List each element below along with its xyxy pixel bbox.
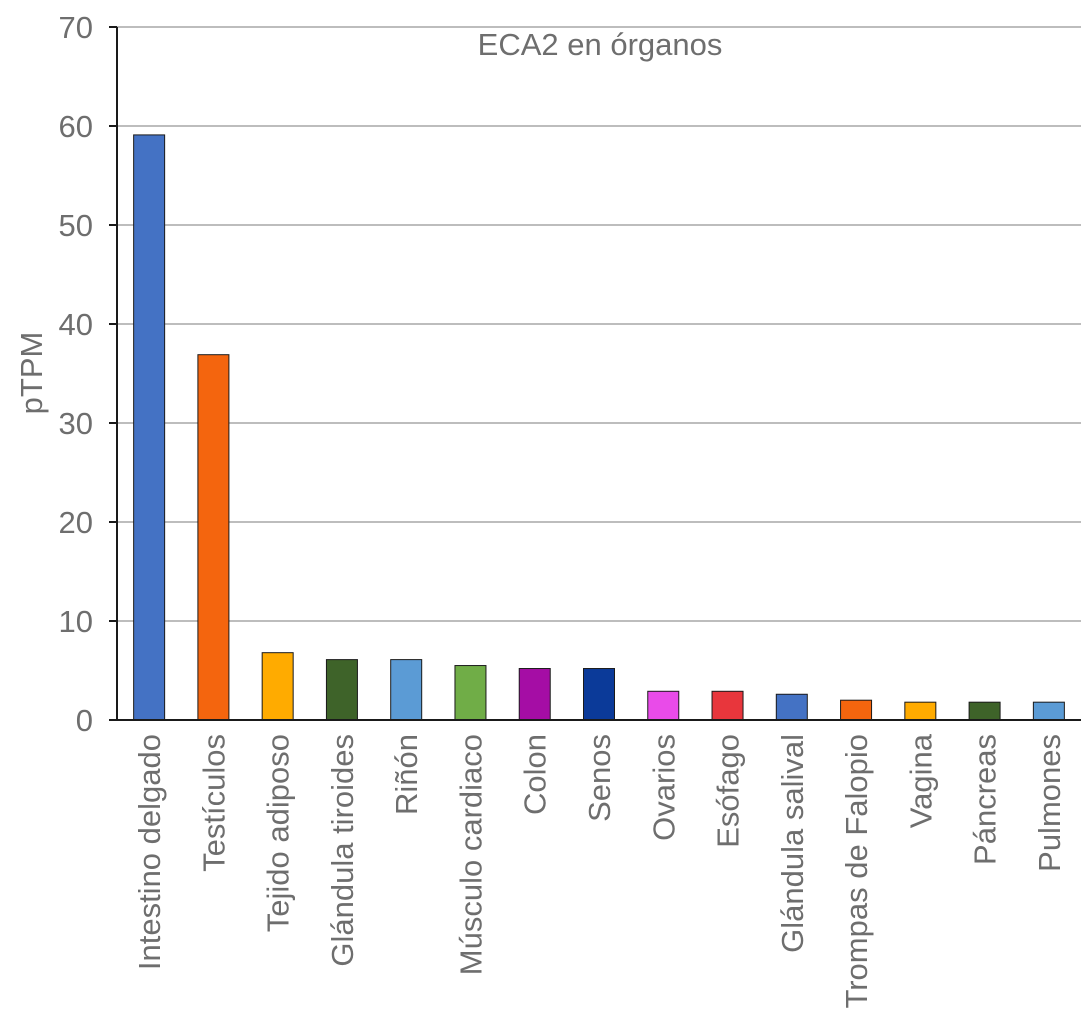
grid-lines [117, 26, 1081, 622]
bar [518, 668, 551, 721]
bars [133, 134, 1065, 721]
y-tick-labels: 0 10 20 30 40 50 60 70 [59, 10, 117, 738]
bar [390, 659, 423, 721]
x-category-label: Colon [518, 734, 553, 815]
x-category-label: Senos [582, 734, 617, 822]
y-tick-label: 10 [59, 604, 93, 639]
y-tick-label: 50 [59, 208, 93, 243]
bar [454, 665, 487, 721]
bar [325, 659, 358, 721]
x-category-label: Pulmones [1032, 734, 1067, 872]
x-category-label: Glándula salival [775, 734, 810, 953]
bar [711, 690, 744, 721]
y-tick-label: 0 [76, 703, 93, 738]
bar [775, 693, 808, 721]
x-category-label: Tejido adiposo [261, 734, 296, 932]
bar [1032, 701, 1065, 721]
y-tick-label: 20 [59, 505, 93, 540]
x-category-label: Ovarios [646, 734, 681, 841]
bar [904, 701, 937, 721]
x-category-label: Trompas de Falopio [839, 734, 874, 1009]
x-category-label: Testículos [196, 734, 231, 872]
x-category-label: Esófago [711, 734, 746, 848]
x-category-labels: Intestino delgado Testículos Tejido adipos… [132, 733, 1067, 1008]
bar [133, 134, 166, 721]
chart-title: ECA2 en órganos [478, 27, 723, 62]
axes [116, 27, 1081, 721]
bar [647, 690, 680, 721]
y-axis-title: pTPM [14, 332, 49, 415]
x-category-label: Vagina [903, 733, 938, 828]
bar [968, 701, 1001, 721]
y-tick-label: 30 [59, 406, 93, 441]
x-category-label: Riñón [389, 734, 424, 815]
bar [583, 668, 615, 721]
bar [261, 652, 294, 721]
y-tick-label: 40 [59, 307, 93, 342]
bar [197, 354, 230, 721]
y-tick-label: 60 [59, 109, 93, 144]
x-category-label: Glándula tiroides [325, 734, 360, 967]
x-category-label: Músculo cardiaco [453, 734, 488, 975]
x-category-label: Intestino delgado [132, 734, 167, 970]
x-category-label: Páncreas [968, 734, 1003, 865]
y-tick-label: 70 [59, 10, 93, 45]
bar [840, 699, 873, 721]
